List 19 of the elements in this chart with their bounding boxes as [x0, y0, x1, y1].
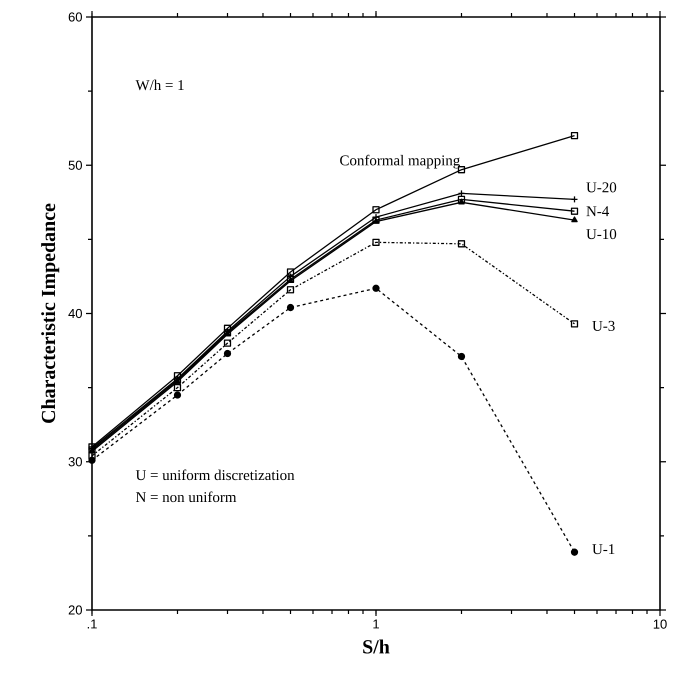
series-label: U-1 [592, 544, 614, 554]
x-tick-label: .1 [88, 620, 97, 628]
y-tick-label: 40 [68, 308, 82, 318]
series-label: N-4 [586, 206, 610, 216]
x-axis-title: S/h [363, 640, 390, 654]
series-label: Conformal mapping [340, 154, 460, 168]
annotation: W/h = 1 [136, 80, 184, 90]
series-label: U-20 [586, 182, 616, 192]
x-tick-label: 1 [373, 620, 379, 628]
series-label: U-10 [586, 229, 616, 240]
y-tick-label: 30 [68, 457, 82, 466]
x-tick-label: 10 [654, 620, 667, 629]
series-label: U-3 [592, 320, 615, 331]
y-tick-label: 60 [68, 12, 82, 22]
annotation: N = non uniform [136, 491, 236, 502]
y-tick-label: 50 [68, 160, 82, 170]
annotation: U = uniform discretization [136, 469, 294, 480]
y-tick-label: 20 [68, 605, 82, 615]
y-axis-title: Characteristic Impedance [41, 204, 60, 423]
